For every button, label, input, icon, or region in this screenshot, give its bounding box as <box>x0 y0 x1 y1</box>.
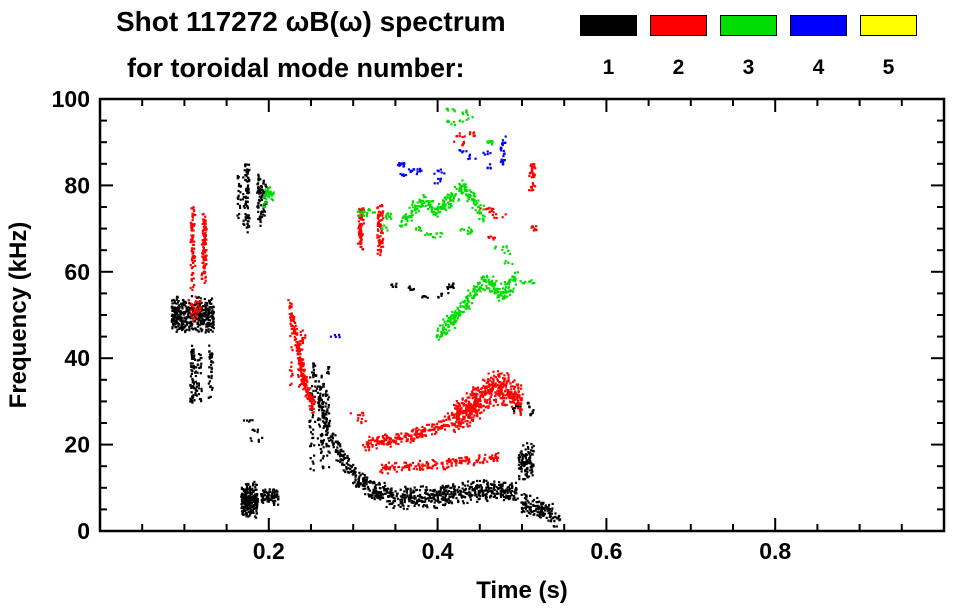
svg-text:0: 0 <box>77 518 90 544</box>
legend-swatch-mode-3 <box>720 15 777 36</box>
legend-mode-number-4: 4 <box>812 56 825 79</box>
legend-mode-numbers: 1 2 3 4 5 <box>580 56 917 80</box>
legend-swatch-mode-1 <box>580 15 637 36</box>
legend-swatch-mode-5 <box>860 15 917 36</box>
legend-mode-number-2: 2 <box>672 56 685 79</box>
chart-title-line1: Shot 117272 ωB(ω) spectrum <box>116 6 506 37</box>
legend-swatches <box>580 15 917 36</box>
svg-text:80: 80 <box>64 172 90 198</box>
svg-text:40: 40 <box>64 345 90 371</box>
svg-text:0.4: 0.4 <box>422 538 454 564</box>
svg-text:0.8: 0.8 <box>759 538 791 564</box>
y-axis-label: Frequency (kHz) <box>5 222 32 409</box>
legend-swatch-mode-2 <box>650 15 707 36</box>
svg-text:60: 60 <box>64 259 90 285</box>
svg-text:0.6: 0.6 <box>590 538 622 564</box>
svg-text:20: 20 <box>64 432 90 458</box>
svg-text:0.2: 0.2 <box>253 538 285 564</box>
x-axis-label: Time (s) <box>476 577 568 604</box>
legend-mode-number-1: 1 <box>602 56 615 79</box>
chart-title-line2: for toroidal mode number: <box>127 53 465 83</box>
legend-swatch-mode-4 <box>790 15 847 36</box>
legend-mode-number-5: 5 <box>882 56 895 79</box>
legend-mode-number-3: 3 <box>742 56 755 79</box>
svg-text:100: 100 <box>52 86 90 112</box>
